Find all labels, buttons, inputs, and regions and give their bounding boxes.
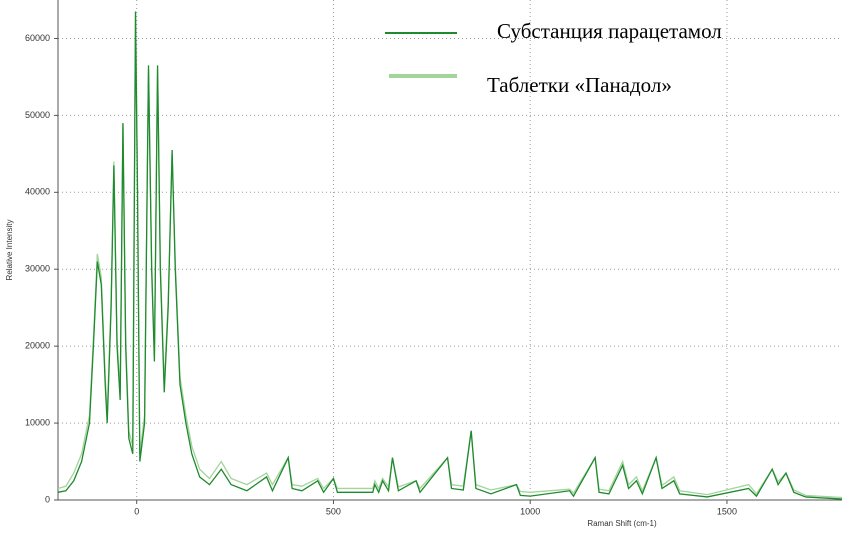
x-tick-label: 500 bbox=[326, 506, 341, 516]
y-tick-label: 60000 bbox=[25, 33, 50, 43]
y-tick-label: 10000 bbox=[25, 417, 50, 427]
y-tick-label: 0 bbox=[45, 494, 50, 504]
x-tick-label: 0 bbox=[134, 506, 139, 516]
y-tick-label: 40000 bbox=[25, 187, 50, 197]
x-tick-label: 1500 bbox=[717, 506, 737, 516]
y-tick-label: 50000 bbox=[25, 110, 50, 120]
legend-label: Таблетки «Панадол» bbox=[487, 73, 672, 97]
legend-label: Субстанция парацетамол bbox=[497, 19, 722, 43]
series-line bbox=[57, 11, 842, 499]
y-tick-label: 30000 bbox=[25, 264, 50, 274]
series-line bbox=[57, 11, 842, 500]
x-axis-title: Raman Shift (cm-1) bbox=[587, 519, 657, 528]
x-tick-label: 1000 bbox=[520, 506, 540, 516]
y-tick-label: 20000 bbox=[25, 341, 50, 351]
y-axis-title: Relative Intensity bbox=[5, 220, 14, 281]
